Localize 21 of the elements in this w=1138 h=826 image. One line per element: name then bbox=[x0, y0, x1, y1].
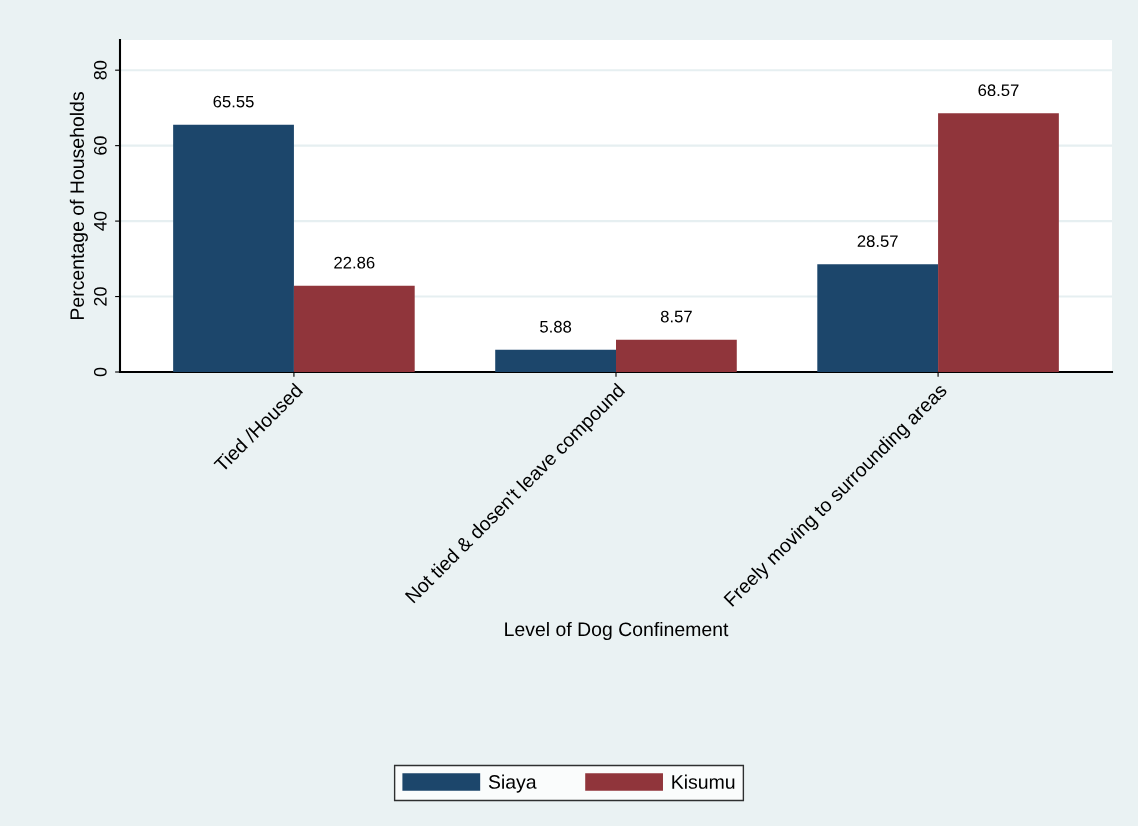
y-tick-label: 80 bbox=[93, 60, 107, 80]
y-tick-label: 60 bbox=[93, 136, 107, 155]
data-label: 65.55 bbox=[213, 95, 254, 108]
bar bbox=[173, 124, 294, 372]
data-label: 28.57 bbox=[857, 235, 898, 248]
data-label: 22.86 bbox=[334, 256, 375, 269]
legend-label: Siaya bbox=[488, 774, 537, 793]
bar bbox=[616, 339, 737, 372]
x-axis-title: Level of Dog Confinement bbox=[505, 621, 729, 641]
bar bbox=[938, 113, 1059, 372]
y-axis-title: Percentage of Households bbox=[69, 92, 88, 319]
data-label: 5.88 bbox=[540, 320, 572, 333]
legend-label: Kisumu bbox=[672, 774, 735, 789]
y-tick-label: 40 bbox=[93, 211, 107, 231]
data-label: 68.57 bbox=[978, 84, 1019, 97]
y-tick-label: 0 bbox=[93, 367, 107, 377]
bar bbox=[495, 349, 616, 372]
bar bbox=[817, 264, 939, 372]
y-tick-label: 20 bbox=[93, 287, 107, 306]
bar bbox=[293, 285, 415, 372]
data-label: 8.57 bbox=[660, 310, 692, 323]
